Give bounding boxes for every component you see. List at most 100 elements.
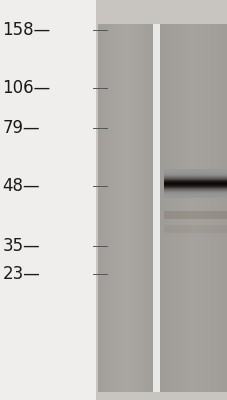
Bar: [114, 24, 115, 392]
Bar: [163, 185, 227, 186]
Bar: [177, 24, 178, 392]
Bar: [126, 24, 127, 392]
Bar: [152, 24, 159, 392]
Bar: [210, 24, 211, 392]
Bar: [147, 24, 148, 392]
Bar: [128, 24, 129, 392]
Bar: [163, 172, 227, 173]
Bar: [103, 24, 104, 392]
Bar: [163, 188, 227, 189]
Bar: [100, 24, 101, 392]
Bar: [218, 24, 219, 392]
Bar: [161, 24, 162, 392]
Bar: [98, 24, 152, 392]
Bar: [160, 24, 161, 392]
Bar: [162, 24, 163, 392]
Bar: [122, 24, 123, 392]
Bar: [224, 24, 225, 392]
Bar: [101, 24, 102, 392]
Bar: [163, 173, 227, 174]
Bar: [106, 24, 107, 392]
Bar: [131, 24, 132, 392]
Bar: [117, 24, 118, 392]
Bar: [0, 0, 95, 400]
Bar: [192, 24, 193, 392]
Bar: [163, 177, 227, 178]
Bar: [116, 24, 117, 392]
Bar: [199, 24, 200, 392]
Bar: [217, 24, 218, 392]
Bar: [163, 187, 227, 188]
Bar: [202, 24, 203, 392]
Bar: [107, 24, 108, 392]
Bar: [163, 184, 227, 185]
Bar: [144, 24, 145, 392]
Bar: [168, 24, 169, 392]
Bar: [201, 24, 202, 392]
Bar: [163, 225, 227, 233]
Bar: [221, 24, 222, 392]
Bar: [134, 24, 135, 392]
Bar: [197, 24, 199, 392]
Bar: [225, 24, 226, 392]
Bar: [150, 24, 151, 392]
Bar: [205, 24, 207, 392]
Text: 79—: 79—: [2, 119, 40, 137]
Bar: [163, 170, 227, 171]
Bar: [163, 183, 227, 184]
Bar: [99, 24, 100, 392]
Bar: [125, 24, 126, 392]
Bar: [163, 177, 227, 178]
Bar: [195, 24, 196, 392]
Bar: [163, 210, 227, 219]
Bar: [138, 24, 139, 392]
Bar: [132, 24, 133, 392]
Bar: [139, 24, 140, 392]
Bar: [163, 181, 227, 182]
Bar: [159, 24, 227, 392]
Bar: [135, 24, 136, 392]
Bar: [163, 181, 227, 182]
Bar: [133, 24, 134, 392]
Bar: [163, 176, 227, 177]
Bar: [110, 24, 111, 392]
Bar: [167, 24, 168, 392]
Bar: [163, 197, 227, 198]
Bar: [159, 24, 160, 392]
Bar: [142, 24, 143, 392]
Bar: [148, 24, 149, 392]
Bar: [171, 24, 173, 392]
Bar: [127, 24, 128, 392]
Bar: [163, 197, 227, 198]
Bar: [183, 24, 184, 392]
Text: 35—: 35—: [2, 237, 40, 255]
Bar: [163, 180, 227, 181]
Bar: [209, 24, 210, 392]
Bar: [165, 24, 166, 392]
Bar: [129, 24, 130, 392]
Bar: [204, 24, 205, 392]
Bar: [186, 24, 187, 392]
Bar: [207, 24, 208, 392]
Bar: [219, 24, 220, 392]
Bar: [212, 24, 213, 392]
Bar: [200, 24, 201, 392]
Bar: [163, 174, 227, 175]
Bar: [163, 190, 227, 191]
Bar: [119, 24, 120, 392]
Bar: [108, 24, 109, 392]
Bar: [163, 173, 227, 174]
Bar: [163, 179, 227, 180]
Bar: [109, 24, 110, 392]
Bar: [175, 24, 176, 392]
Bar: [121, 24, 122, 392]
Bar: [120, 24, 121, 392]
Bar: [163, 189, 227, 190]
Bar: [178, 24, 179, 392]
Bar: [203, 24, 204, 392]
Bar: [163, 194, 227, 195]
Bar: [145, 24, 146, 392]
Bar: [194, 24, 195, 392]
Bar: [191, 24, 192, 392]
Bar: [163, 185, 227, 186]
